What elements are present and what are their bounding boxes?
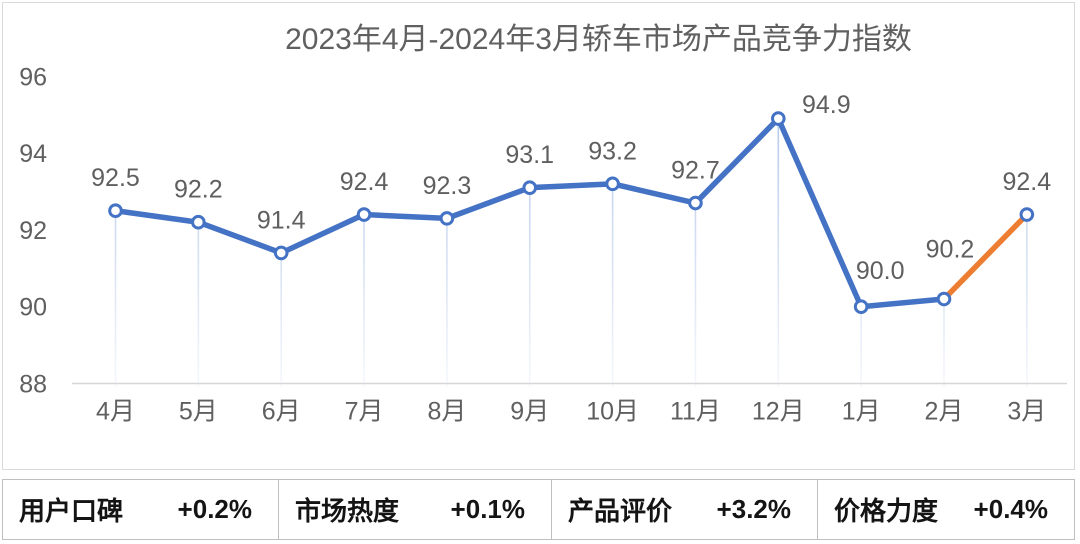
data-point-marker: [936, 291, 952, 307]
x-axis-label: 4月: [96, 398, 135, 426]
data-point-marker: [853, 299, 869, 315]
y-axis-label: 96: [19, 63, 47, 91]
x-axis-label: 10月: [586, 398, 639, 426]
stat-cell-user-reputation: 用户口碑 +0.2%: [3, 480, 279, 539]
stat-value: +3.2%: [716, 494, 791, 524]
x-axis-label: 8月: [427, 398, 466, 426]
data-label: 92.3: [423, 172, 472, 200]
stat-label: 用户口碑: [19, 496, 124, 526]
data-label: 93.2: [588, 137, 637, 165]
x-axis-label: 11月: [670, 398, 721, 426]
y-axis-label: 94: [19, 140, 47, 168]
data-label: 94.9: [802, 91, 851, 119]
y-axis-label: 90: [19, 294, 47, 322]
data-label: 93.1: [505, 141, 554, 169]
y-axis-label: 88: [19, 371, 47, 399]
data-label: 92.7: [671, 157, 720, 185]
data-label: 91.4: [257, 206, 306, 234]
x-axis-label: 2月: [925, 398, 964, 426]
data-point-marker: [688, 195, 703, 211]
data-label: 92.4: [340, 168, 389, 196]
line-chart: 92.5 92.2 91.4 92.4 92.3 93.1 93.2 92.7 94.9 90.0…: [19, 63, 1067, 426]
data-point-marker: [356, 207, 372, 222]
data-point-marker: [605, 176, 620, 192]
stat-value: +0.4%: [973, 494, 1048, 524]
data-label: 92.2: [174, 176, 223, 204]
y-axis-label: 92: [19, 217, 47, 245]
stat-label: 产品评价: [568, 496, 673, 526]
stat-label: 价格力度: [834, 496, 939, 526]
data-point-marker: [108, 203, 123, 218]
data-point-marker: [771, 111, 786, 126]
chart-area: 2023年4月-2024年3月轿车市场产品竞争力指数 92.5 92.2 91.4 9…: [2, 2, 1075, 470]
stat-value: +0.1%: [450, 494, 525, 524]
x-axis-label: 9月: [510, 398, 549, 426]
data-label: 90.2: [926, 236, 975, 264]
data-point-marker: [273, 245, 289, 261]
data-point-marker: [1019, 207, 1035, 222]
data-label: 92.5: [91, 164, 140, 192]
x-axis-label: 3月: [1007, 398, 1046, 426]
data-point-marker: [522, 180, 538, 195]
data-point-marker: [191, 214, 206, 230]
stats-bar: 用户口碑 +0.2% 市场热度 +0.1% 产品评价 +3.2% 价格力度 +0…: [2, 479, 1075, 540]
stat-cell-market-heat: 市场热度 +0.1%: [279, 480, 552, 539]
chart-title: 2023年4月-2024年3月轿车市场产品竞争力指数: [285, 23, 912, 56]
x-axis-label: 5月: [179, 398, 218, 426]
data-point-marker: [439, 211, 455, 226]
stat-cell-price-strength: 价格力度 +0.4%: [818, 480, 1074, 539]
data-label: 90.0: [856, 257, 905, 285]
stat-label: 市场热度: [295, 496, 400, 526]
x-axis-label: 6月: [262, 398, 301, 426]
x-axis-label: 12月: [752, 398, 805, 426]
highlight-segment-line: [941, 211, 1030, 302]
stat-cell-product-rating: 产品评价 +3.2%: [552, 480, 818, 539]
data-label: 92.4: [1003, 168, 1052, 196]
x-axis-label: 1月: [842, 398, 881, 426]
stat-value: +0.2%: [177, 494, 252, 524]
x-axis-label: 7月: [345, 398, 384, 426]
